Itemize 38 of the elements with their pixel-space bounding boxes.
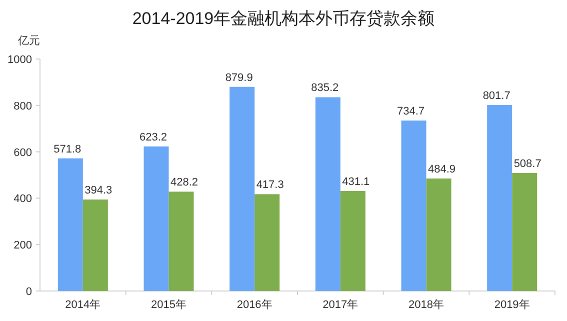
data-label: 734.7 xyxy=(396,106,425,118)
bar xyxy=(401,120,426,291)
y-tick-label: 1000 xyxy=(8,54,32,66)
data-label: 484.9 xyxy=(428,164,456,176)
bar xyxy=(487,105,512,291)
x-tick-label: 2017年 xyxy=(322,299,358,311)
x-tick-label: 2015年 xyxy=(151,299,186,311)
x-tick-label: 2019年 xyxy=(494,299,530,311)
bar xyxy=(512,172,538,291)
bar xyxy=(340,190,366,291)
data-label: 428.2 xyxy=(170,176,198,189)
data-label: 417.3 xyxy=(256,179,284,192)
data-label: 394.3 xyxy=(84,184,112,197)
x-tick-label: 2016年 xyxy=(236,299,272,311)
bar xyxy=(315,97,340,291)
y-tick-label: 600 xyxy=(14,146,32,159)
x-tick-label: 2018年 xyxy=(408,299,444,311)
chart-title: 2014-2019年金融机构本外币存贷款余额 xyxy=(132,9,435,28)
data-label: 431.1 xyxy=(342,176,370,188)
data-label: 879.9 xyxy=(225,72,253,84)
data-label: 623.2 xyxy=(139,131,168,144)
y-tick-label: 0 xyxy=(26,286,32,298)
data-label: 571.8 xyxy=(54,143,82,156)
bar xyxy=(144,146,169,291)
data-label: 801.7 xyxy=(482,90,510,102)
y-tick-label: 800 xyxy=(14,100,32,112)
bar xyxy=(168,192,194,291)
bar xyxy=(426,178,452,291)
data-label: 835.2 xyxy=(311,82,339,94)
data-label: 508.7 xyxy=(514,158,542,170)
bar xyxy=(82,200,108,291)
y-tick-label: 200 xyxy=(14,240,32,252)
x-tick-label: 2014年 xyxy=(65,299,101,311)
bar xyxy=(230,86,255,291)
bar xyxy=(254,194,280,291)
y-axis-title: 亿元 xyxy=(17,35,40,47)
bar xyxy=(58,158,83,291)
y-tick-label: 400 xyxy=(14,193,32,206)
